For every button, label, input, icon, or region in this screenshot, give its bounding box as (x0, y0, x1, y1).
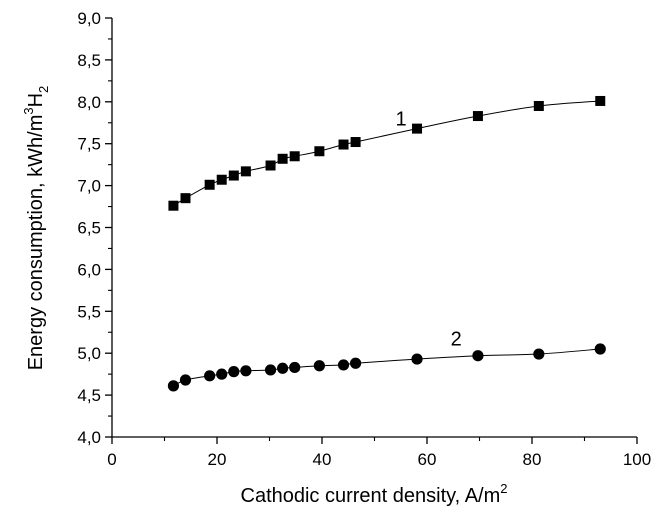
data-point-square (533, 100, 544, 111)
data-point-circle (216, 368, 228, 380)
data-point-square (216, 174, 227, 185)
y-tick-label: 4,5 (77, 386, 101, 405)
y-tick-label: 8,5 (77, 51, 101, 70)
x-axis-title-text: Cathodic current density, A/m (241, 485, 501, 507)
y-axis-title-part: 3 (21, 107, 36, 114)
data-point-circle (167, 380, 180, 392)
x-tick-label: 40 (313, 450, 332, 469)
data-point-square (350, 137, 361, 148)
axes (111, 18, 637, 438)
data-point-square (289, 151, 300, 162)
data-point-square (314, 146, 325, 157)
series-label-2: 2 (451, 329, 462, 351)
data-point-square (240, 166, 251, 177)
x-axis-title: Cathodic current density, A/m2 (241, 481, 508, 507)
data-point-square (595, 95, 606, 106)
x-tick-label: 0 (107, 450, 116, 469)
data-point-circle (228, 366, 240, 378)
data-point-square (412, 123, 423, 134)
y-tick-label: 9,0 (77, 9, 101, 28)
y-tick-label: 6,5 (77, 219, 101, 238)
data-point-circle (472, 350, 484, 362)
data-point-circle (264, 364, 277, 376)
data-point-circle (411, 353, 423, 365)
y-tick-label: 5,5 (77, 302, 101, 321)
series-layer (167, 95, 606, 392)
data-point-circle (179, 374, 192, 386)
data-point-circle (277, 362, 289, 374)
y-axis-title-part: Energy consumption, kWh/m (25, 115, 47, 371)
data-point-circle (594, 343, 606, 355)
data-point-square (265, 160, 276, 171)
data-point-square (228, 170, 239, 181)
data-point-circle (313, 360, 325, 372)
y-tick-label: 5,0 (77, 344, 101, 363)
data-point-circle (240, 365, 252, 377)
data-point-square (472, 111, 483, 122)
series-1-line (173, 100, 601, 207)
y-tick-label: 4,0 (77, 428, 101, 447)
data-point-square (277, 153, 288, 164)
y-tick-label: 7,0 (77, 177, 101, 196)
ticks: 0 20 40 60 80 100 4,0 4,5 5,0 5,5 6,0 6,5 7,0 7,5 8,0 8… (77, 9, 651, 469)
x-tick-label: 20 (208, 450, 227, 469)
y-tick-label: 7,5 (77, 135, 101, 154)
data-point-square (204, 179, 215, 190)
data-point-circle (289, 361, 301, 374)
data-point-square (180, 193, 191, 204)
data-point-square (338, 139, 349, 150)
y-axis-title: Energy consumption, kWh/m3H2 (21, 86, 51, 371)
data-point-circle (533, 348, 545, 360)
x-tick-label: 80 (523, 450, 542, 469)
x-axis-title-superscript: 2 (500, 481, 507, 496)
x-tick-label: 60 (418, 450, 437, 469)
x-tick-label: 100 (623, 450, 651, 469)
series-2 (167, 343, 606, 392)
series-1 (168, 95, 606, 211)
data-point-circle (350, 357, 362, 369)
y-axis-title-part: 2 (36, 86, 51, 93)
y-tick-label: 8,0 (77, 93, 101, 112)
y-axis-title-part: H (25, 93, 47, 107)
y-tick-label: 6,0 (77, 260, 101, 279)
data-point-square (168, 200, 179, 211)
data-point-circle (204, 370, 216, 382)
series-label-1: 1 (396, 108, 407, 130)
data-point-circle (337, 359, 350, 371)
